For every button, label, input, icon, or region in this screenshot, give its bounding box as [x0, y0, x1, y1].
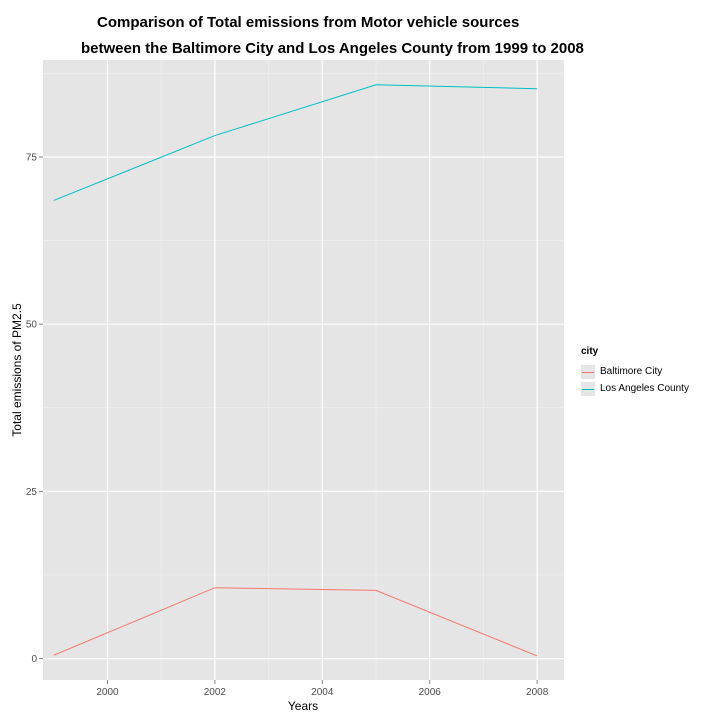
x-tick-label: 2008: [526, 687, 549, 698]
y-tick-label: 50: [26, 320, 38, 331]
legend-item-los-angeles: Los Angeles County: [581, 380, 689, 397]
chart-title-line-2: between the Baltimore City and Los Angel…: [81, 40, 584, 57]
x-tick-label: 2004: [311, 687, 334, 698]
y-tick-label: 25: [26, 487, 38, 498]
chart-title-line-1: Comparison of Total emissions from Motor…: [97, 14, 520, 31]
legend-label-los-angeles: Los Angeles County: [600, 383, 689, 394]
legend-key-los-angeles: [581, 381, 595, 396]
x-axis-label: Years: [287, 699, 319, 713]
legend-label-baltimore: Baltimore City: [600, 366, 663, 377]
legend-title: city: [581, 346, 599, 357]
y-tick-label: 75: [26, 152, 38, 163]
x-tick-label: 2000: [96, 687, 119, 698]
series-line-baltimore-city: [53, 587, 538, 657]
legend-key-baltimore: [581, 364, 595, 379]
y-axis-label: Total emissions of PM2.5: [10, 303, 24, 437]
x-tick-label: 2006: [419, 687, 442, 698]
plot-panel: [43, 60, 564, 680]
x-tick-label: 2002: [204, 687, 227, 698]
legend: city Baltimore City Los Angeles County: [581, 346, 689, 397]
legend-item-baltimore: Baltimore City: [581, 363, 689, 380]
series-line-los-angeles-county: [53, 84, 538, 201]
y-tick-label: 0: [31, 654, 37, 665]
